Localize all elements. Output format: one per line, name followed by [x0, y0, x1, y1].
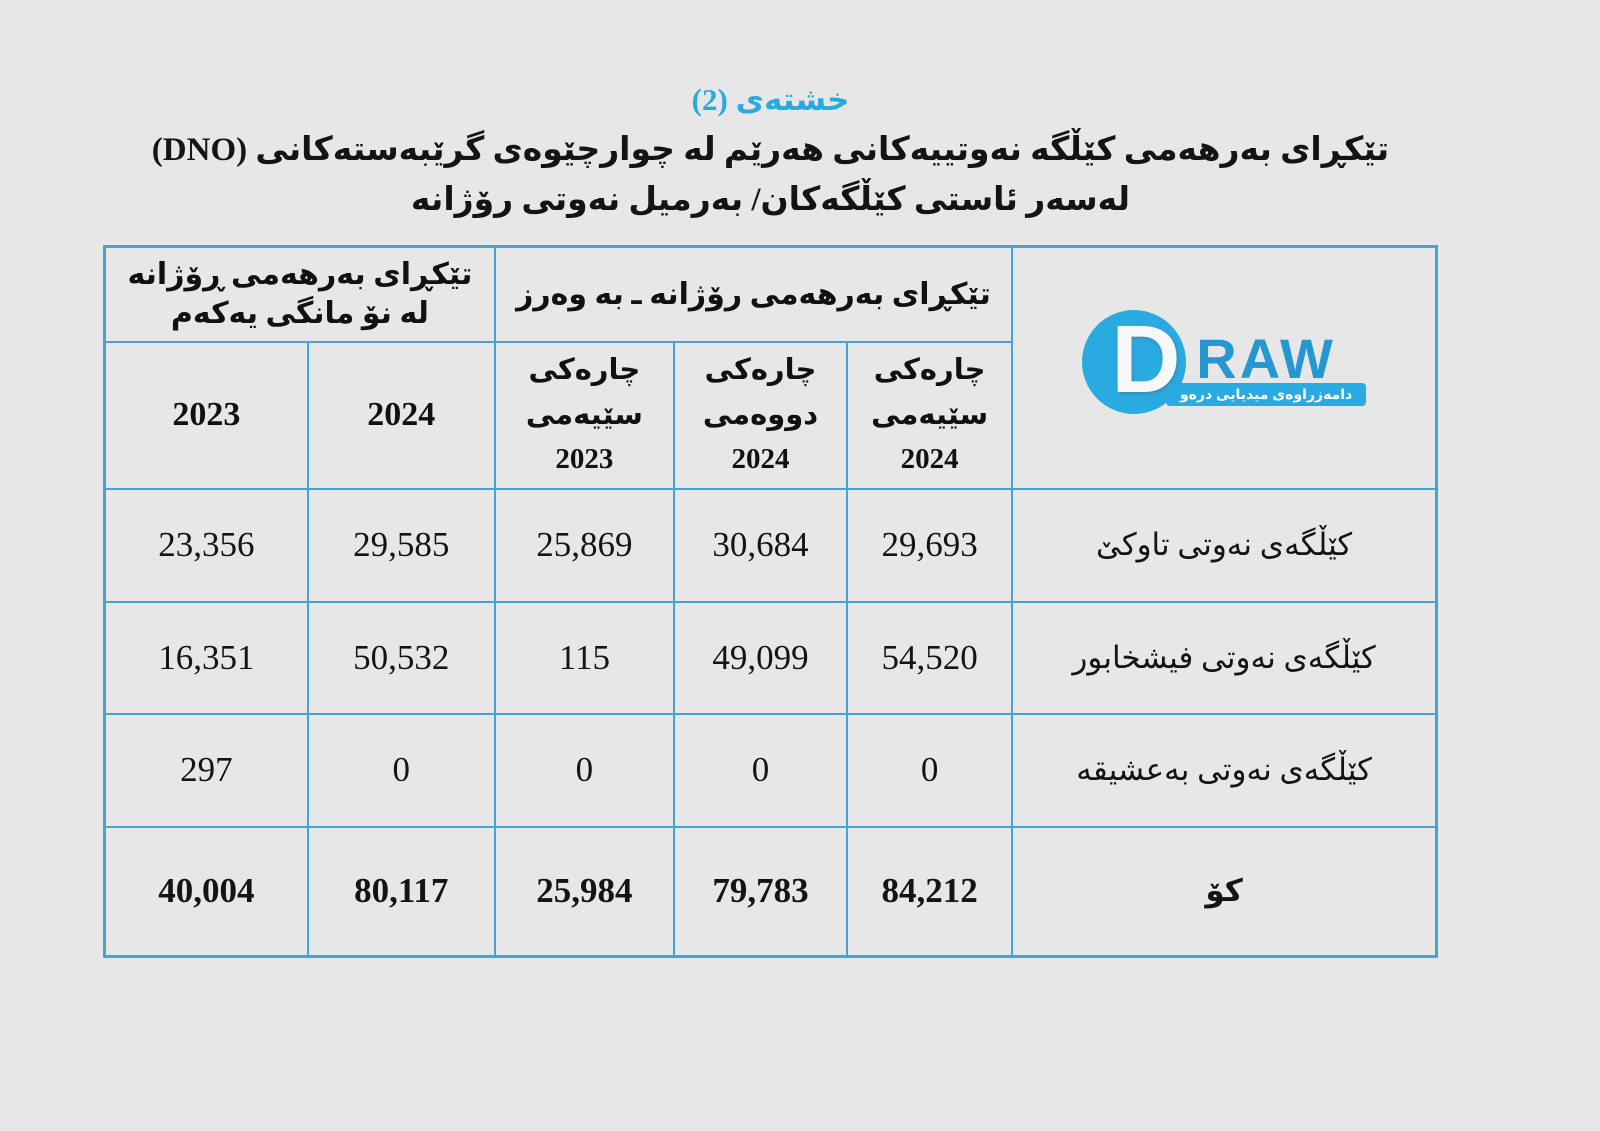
- row-label-total: کۆ: [1011, 825, 1438, 958]
- fishkhabur-q2-2024: 49,099: [672, 600, 849, 715]
- group-header-nine-months: تێکڕای بەرهەمی ڕۆژانە لە نۆ مانگی یەکەم: [103, 245, 496, 343]
- total-q2-2024: 79,783: [672, 825, 849, 958]
- draw-logo-wordmark: RAW: [1196, 327, 1336, 391]
- production-table-container: D RAW دامەزراوەی میدیایی درەو تێکڕای بەر…: [103, 245, 1438, 958]
- row-label-fishkhabur: کێڵگەی نەوتی فیشخابور: [1011, 600, 1438, 715]
- table-row-bashiqa: کێڵگەی نەوتی بەعشیقە 0 0 0 0 297: [103, 712, 1438, 828]
- tawke-q2-2024: 30,684: [672, 487, 849, 603]
- group-header-quarterly: تێکڕای بەرهەمی رۆژانە ـ بە وەرز: [493, 245, 1014, 343]
- draw-logo-circle-icon: D: [1081, 305, 1186, 414]
- total-q3-2023: 25,984: [493, 825, 675, 958]
- draw-logo-tagline: دامەزراوەی میدیایی درەو: [1165, 383, 1367, 407]
- draw-logo: D RAW دامەزراوەی میدیایی درەو: [1014, 305, 1434, 414]
- fishkhabur-q3-2023: 115: [493, 600, 675, 715]
- total-q3-2024: 84,212: [846, 825, 1014, 958]
- tawke-q3-2024: 29,693: [846, 487, 1014, 603]
- bashiqa-q3-2023: 0: [493, 712, 675, 828]
- total-2024: 80,117: [306, 825, 496, 958]
- logo-cell: D RAW دامەزراوەی میدیایی درەو: [1011, 245, 1438, 490]
- fishkhabur-2024: 50,532: [306, 600, 496, 715]
- title-block: خشتەی (2) تێکڕای بەرهەمی کێڵگە نەوتییەکا…: [103, 82, 1438, 221]
- fishkhabur-q3-2024: 54,520: [846, 600, 1014, 715]
- tawke-2024: 29,585: [306, 487, 496, 603]
- row-label-bashiqa: کێڵگەی نەوتی بەعشیقە: [1011, 712, 1438, 828]
- tawke-2023: 23,356: [103, 487, 309, 603]
- draw-logo-text-block: RAW دامەزراوەی میدیایی درەو: [1165, 327, 1367, 407]
- production-table: D RAW دامەزراوەی میدیایی درەو تێکڕای بەر…: [103, 245, 1438, 958]
- bashiqa-q3-2024: 0: [846, 712, 1014, 828]
- col-header-q2-2024: چارەکی دووەمی 2024: [672, 340, 849, 490]
- row-label-tawke: کێڵگەی نەوتی تاوکێ: [1011, 487, 1438, 603]
- bashiqa-2023: 297: [103, 712, 309, 828]
- page-subtitle: لەسەر ئاستی کێڵگەکان/ بەرمیل نەوتی رۆژان…: [410, 181, 1131, 218]
- page-title: تێکڕای بەرهەمی کێڵگە نەوتییەکانی هەرێم ل…: [151, 132, 1390, 168]
- table-row-fishkhabur: کێڵگەی نەوتی فیشخابور 54,520 49,099 115 …: [103, 600, 1438, 715]
- col-header-2024: 2024: [306, 340, 496, 490]
- table-caption: خشتەی (2): [691, 82, 850, 117]
- bashiqa-2024: 0: [306, 712, 496, 828]
- col-header-q3-2023: چارەکی سێیەمی 2023: [493, 340, 675, 490]
- fishkhabur-2023: 16,351: [103, 600, 309, 715]
- table-row-total: کۆ 84,212 79,783 25,984 80,117 40,004: [103, 825, 1438, 958]
- tawke-q3-2023: 25,869: [493, 487, 675, 603]
- col-header-2023: 2023: [103, 340, 309, 490]
- total-2023: 40,004: [103, 825, 309, 958]
- draw-logo-letter-d: D: [1111, 305, 1181, 413]
- bashiqa-q2-2024: 0: [672, 712, 849, 828]
- table-row-tawke: کێڵگەی نەوتی تاوکێ 29,693 30,684 25,869 …: [103, 487, 1438, 603]
- col-header-q3-2024: چارەکی سێیەمی 2024: [846, 340, 1014, 490]
